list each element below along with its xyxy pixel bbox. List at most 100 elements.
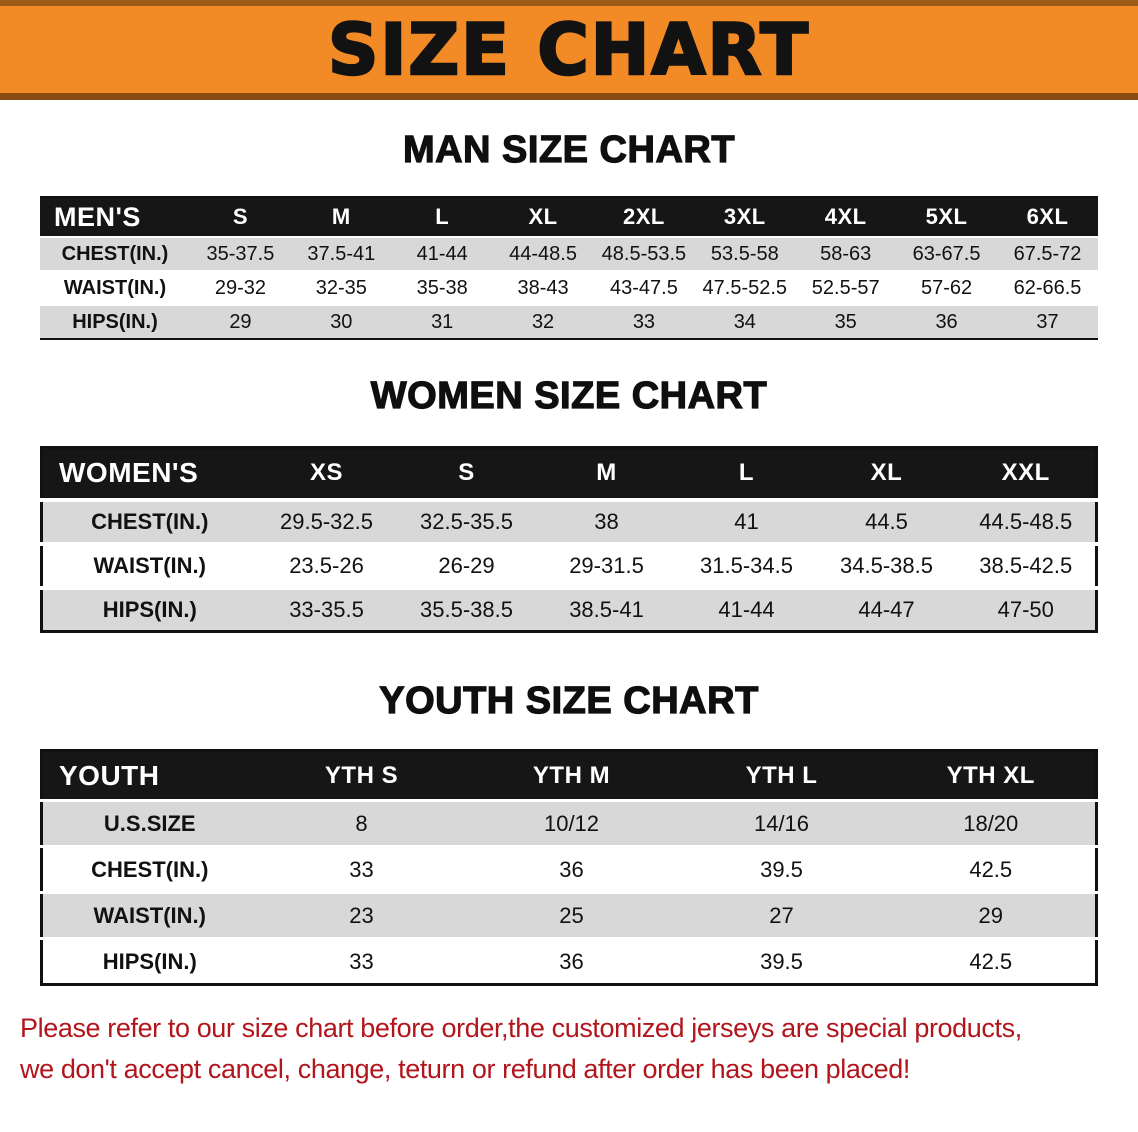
size-value-cell: 25 xyxy=(559,902,584,928)
men-size-table: MEN'S S M L XL 2XL 3XL 4XL 5XL 6XL CHEST… xyxy=(40,196,1098,340)
men-chest-row: CHEST(IN.) 35-37.5 37.5-41 41-44 44-48.5… xyxy=(40,237,1098,271)
size-value-cell: 39.5 xyxy=(760,856,803,882)
men-size-header: 3XL xyxy=(694,197,796,237)
row-label: U.S.SIZE xyxy=(103,810,196,836)
size-value-cell: 29.5-32.5 xyxy=(280,508,373,534)
size-value-cell: 37.5-41 xyxy=(307,242,376,265)
size-value-cell: 44.5 xyxy=(865,508,908,534)
size-value-cell: 14/16 xyxy=(753,810,810,836)
youth-size-header: YTH L xyxy=(676,750,887,801)
size-value-cell: 38-43 xyxy=(517,276,569,299)
size-value-cell: 47.5-52.5 xyxy=(702,276,788,299)
size-value-cell: 18/20 xyxy=(963,810,1019,836)
men-size-header: 6XL xyxy=(997,197,1098,237)
size-value-cell: 31 xyxy=(431,310,454,333)
banner-title: SIZE CHART xyxy=(327,8,811,91)
row-label: HIPS(IN.) xyxy=(72,310,158,333)
women-section-heading: WOMEN SIZE CHART xyxy=(370,374,768,417)
size-value-cell: 38.5-42.5 xyxy=(979,552,1073,578)
size-value-cell: 23 xyxy=(349,902,374,928)
row-label: WAIST(IN.) xyxy=(63,276,167,299)
women-chest-row: CHEST(IN.) 29.5-32.5 32.5-35.5 38 41 44.… xyxy=(41,499,1097,544)
men-size-header: 5XL xyxy=(896,197,997,237)
men-size-header: XL xyxy=(492,197,594,237)
size-value-cell: 53.5-58 xyxy=(710,242,779,265)
men-header-row: MEN'S S M L XL 2XL 3XL 4XL 5XL 6XL xyxy=(40,197,1098,237)
women-size-header: XXL xyxy=(956,447,1097,500)
women-size-header: XS xyxy=(256,447,397,500)
youth-hips-row: HIPS(IN.) 33 36 39.5 42.5 xyxy=(41,938,1097,985)
size-value-cell: 29-32 xyxy=(214,276,267,299)
size-value-cell: 27 xyxy=(769,902,794,928)
women-size-header: S xyxy=(396,447,537,500)
size-value-cell: 32-35 xyxy=(315,276,367,299)
size-chart-banner: SIZE CHART xyxy=(0,0,1138,100)
women-hips-row: HIPS(IN.) 33-35.5 35.5-38.5 38.5-41 41-4… xyxy=(41,587,1097,632)
youth-size-table: YOUTH YTH S YTH M YTH L YTH XL U.S.SIZE … xyxy=(40,749,1098,986)
size-value-cell: 29-31.5 xyxy=(569,552,644,578)
row-label: CHEST(IN.) xyxy=(61,242,169,265)
size-value-cell: 47-50 xyxy=(997,596,1054,622)
size-value-cell: 48.5-53.5 xyxy=(601,242,687,265)
size-value-cell: 39.5 xyxy=(760,948,803,974)
size-value-cell: 57-62 xyxy=(920,276,973,299)
size-value-cell: 35.5-38.5 xyxy=(420,596,513,622)
women-waist-row: WAIST(IN.) 23.5-26 26-29 29-31.5 31.5-34… xyxy=(41,543,1097,588)
women-size-table: WOMEN'S XS S M L XL XXL CHEST(IN.) 29.5-… xyxy=(40,446,1098,633)
size-value-cell: 42.5 xyxy=(969,856,1013,882)
youth-size-header: YTH S xyxy=(256,750,467,801)
size-value-cell: 34 xyxy=(733,310,756,333)
size-value-cell: 35-38 xyxy=(416,276,468,299)
size-value-cell: 23.5-26 xyxy=(289,552,364,578)
women-corner-label: WOMEN'S xyxy=(41,447,257,500)
size-value-cell: 33 xyxy=(349,856,374,882)
size-value-cell: 29 xyxy=(229,310,252,333)
youth-ussize-row: U.S.SIZE 8 10/12 14/16 18/20 xyxy=(41,800,1097,847)
women-size-header: L xyxy=(676,447,817,500)
size-value-cell: 35-37.5 xyxy=(206,242,275,265)
size-value-cell: 36 xyxy=(935,310,958,333)
men-hips-row: HIPS(IN.) 29 30 31 32 33 34 35 36 37 xyxy=(40,305,1098,339)
men-corner-label: MEN'S xyxy=(40,197,190,237)
size-value-cell: 44.5-48.5 xyxy=(979,508,1073,534)
footer-disclaimer-line2: we don't accept cancel, change, teturn o… xyxy=(20,1054,910,1084)
men-size-header: M xyxy=(290,197,392,237)
size-value-cell: 44-47 xyxy=(858,596,915,622)
size-value-cell: 32 xyxy=(531,310,555,333)
size-value-cell: 63-67.5 xyxy=(912,242,981,265)
youth-waist-row: WAIST(IN.) 23 25 27 29 xyxy=(41,892,1097,939)
size-value-cell: 41-44 xyxy=(718,596,775,622)
row-label: WAIST(IN.) xyxy=(93,552,206,578)
size-value-cell: 33 xyxy=(632,310,656,333)
size-value-cell: 62-66.5 xyxy=(1013,276,1082,299)
youth-chest-row: CHEST(IN.) 33 36 39.5 42.5 xyxy=(41,846,1097,893)
youth-header-row: YOUTH YTH S YTH M YTH L YTH XL xyxy=(41,750,1097,801)
women-size-header: M xyxy=(536,447,677,500)
size-value-cell: 41 xyxy=(734,508,759,534)
size-value-cell: 38 xyxy=(594,508,619,534)
row-label: HIPS(IN.) xyxy=(102,596,197,622)
size-value-cell: 32.5-35.5 xyxy=(420,508,513,534)
youth-size-header: YTH XL xyxy=(886,750,1097,801)
size-value-cell: 26-29 xyxy=(438,552,495,578)
size-value-cell: 8 xyxy=(355,810,368,836)
men-section-heading: MAN SIZE CHART xyxy=(402,128,736,171)
row-label: HIPS(IN.) xyxy=(102,948,197,974)
size-value-cell: 67.5-72 xyxy=(1013,242,1082,265)
men-size-header: S xyxy=(190,197,291,237)
men-waist-row: WAIST(IN.) 29-32 32-35 35-38 38-43 43-47… xyxy=(40,271,1098,305)
size-value-cell: 33-35.5 xyxy=(289,596,364,622)
size-value-cell: 42.5 xyxy=(969,948,1013,974)
size-value-cell: 37 xyxy=(1036,310,1059,333)
men-size-header: 2XL xyxy=(593,197,695,237)
women-size-header: XL xyxy=(816,447,957,500)
row-label: CHEST(IN.) xyxy=(91,856,209,882)
youth-size-header: YTH M xyxy=(466,750,677,801)
size-value-cell: 30 xyxy=(330,310,353,333)
size-value-cell: 34.5-38.5 xyxy=(840,552,933,578)
row-label: CHEST(IN.) xyxy=(91,508,209,534)
size-value-cell: 41-44 xyxy=(416,242,468,265)
size-value-cell: 31.5-34.5 xyxy=(700,552,793,578)
footer-disclaimer-line1: Please refer to our size chart before or… xyxy=(20,1013,1022,1043)
